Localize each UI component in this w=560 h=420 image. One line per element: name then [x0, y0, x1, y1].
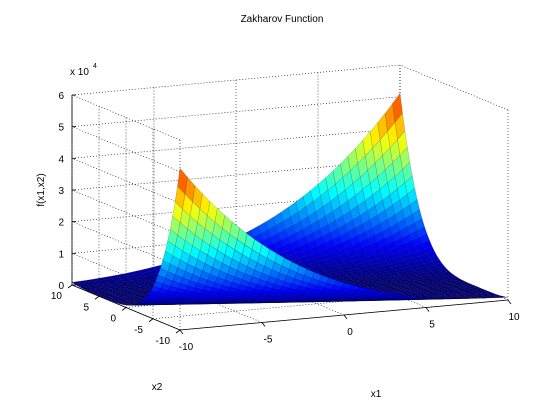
y-tick-mark: [121, 307, 127, 311]
z-tick-label: 4: [58, 154, 64, 165]
y-tick-labels: -10 -5 0 5 10: [51, 284, 181, 347]
y-tick-mark: [148, 318, 154, 323]
x-tick-label: -10: [179, 342, 194, 353]
back-wall-grid-z: [71, 223, 401, 254]
z-tick-label: 1: [58, 249, 64, 260]
x-tick-mark: [507, 299, 512, 305]
x-tick-mark: [179, 329, 184, 335]
x-tick-label: 5: [429, 320, 435, 331]
chart-title: Zakharov Function: [241, 14, 324, 25]
x-tick-mark: [343, 314, 348, 320]
x-tick-label: -5: [264, 335, 273, 346]
surface-layer: [71, 92, 509, 306]
x-tick-mark: [261, 322, 266, 327]
z-axis-label: f(x1,x2): [36, 173, 47, 206]
z-exponent-label: 4: [93, 63, 97, 70]
back-wall-grid-z: [71, 96, 401, 127]
floor-grid-y: [152, 288, 482, 320]
y-tick-label: 0: [110, 314, 116, 325]
surface-patch: [177, 168, 188, 195]
y-axis-label: x2: [152, 382, 163, 393]
z-multiplier-label: x 10: [70, 67, 89, 78]
z-tick-label: 6: [58, 91, 64, 102]
x-tick-mark: [425, 307, 430, 312]
x-tick-label: 0: [347, 327, 353, 338]
box-edge: [399, 64, 509, 111]
back-wall-grid-z: [71, 191, 401, 222]
y-tick-mark: [94, 295, 100, 300]
y-tick-label: 10: [51, 291, 63, 302]
z-tick-label: 2: [58, 218, 64, 229]
y-tick-label: 5: [83, 302, 89, 313]
z-tick-label: 0: [58, 281, 64, 292]
z-tick-label: 3: [58, 186, 64, 197]
x-axis-label: x1: [371, 389, 382, 400]
back-wall-grid-z: [71, 128, 401, 159]
y-tick-mark: [67, 284, 73, 289]
y-tick-label: -5: [134, 325, 143, 336]
y-tick-mark: [175, 329, 181, 334]
back-wall-grid-z: [71, 159, 401, 191]
z-tick-labels: 0 1 2 3 4 5 6: [58, 91, 76, 292]
x-tick-label: 10: [508, 312, 520, 323]
z-multiplier-text: x 10: [70, 67, 89, 78]
y-tick-label: -10: [156, 336, 171, 347]
back-wall-grid-z: [71, 64, 401, 96]
x-tick-labels: -10 -5 0 5 10: [179, 299, 520, 353]
z-tick-label: 5: [58, 123, 64, 134]
